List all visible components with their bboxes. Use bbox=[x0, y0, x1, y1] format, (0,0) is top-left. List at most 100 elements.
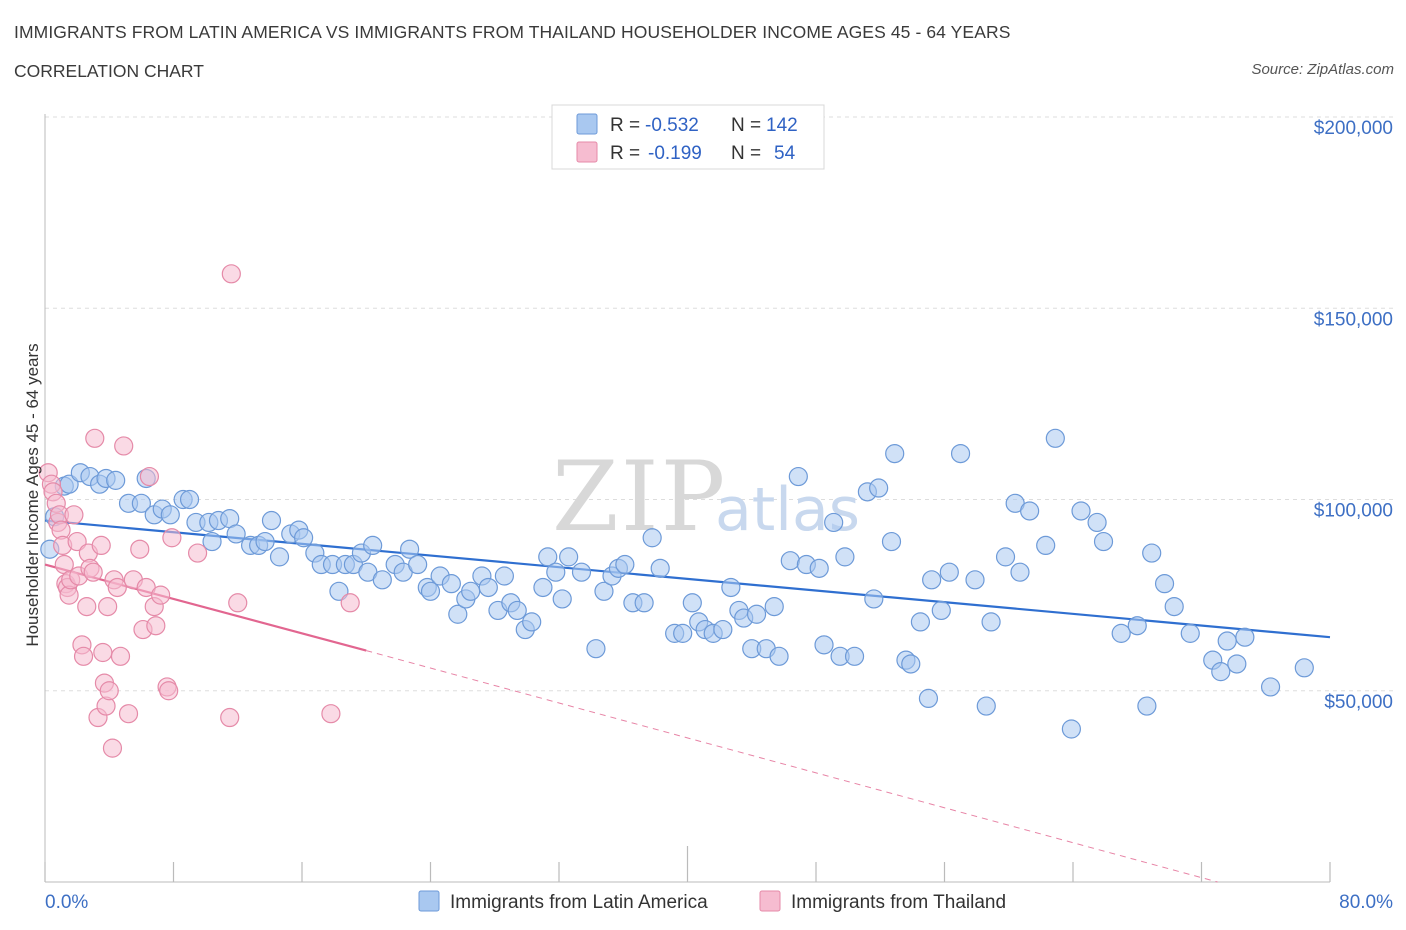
point-latin-america-133 bbox=[1211, 662, 1231, 682]
point-latin-america-112 bbox=[965, 570, 985, 590]
trend-lines bbox=[44, 519, 1331, 883]
legend-swatch-pink bbox=[576, 141, 598, 163]
legend-r-value-2: -0.199 bbox=[648, 143, 702, 164]
point-latin-america-34 bbox=[329, 581, 349, 601]
point-latin-america-135 bbox=[1227, 654, 1247, 674]
point-latin-america-10 bbox=[131, 493, 151, 513]
point-latin-america-110 bbox=[939, 562, 959, 582]
point-thailand-46 bbox=[162, 528, 182, 548]
point-latin-america-44 bbox=[408, 554, 428, 575]
point-latin-america-74 bbox=[650, 558, 670, 578]
point-latin-america-61 bbox=[538, 547, 558, 567]
point-latin-america-67 bbox=[594, 581, 614, 601]
data-points bbox=[38, 264, 1314, 758]
point-latin-america-100 bbox=[864, 589, 884, 609]
point-latin-america-107 bbox=[918, 688, 939, 709]
point-latin-america-109 bbox=[931, 600, 951, 621]
y-tick-label-0: $50,000 bbox=[1324, 692, 1393, 713]
point-latin-america-25 bbox=[255, 531, 275, 552]
point-latin-america-55 bbox=[494, 566, 514, 586]
point-latin-america-125 bbox=[1111, 623, 1131, 643]
x-tick-labels: 0.0% 80.0% bbox=[45, 892, 1393, 913]
point-latin-america-91 bbox=[788, 466, 808, 487]
point-thailand-32 bbox=[107, 577, 127, 598]
watermark-atlas: atlas bbox=[715, 475, 860, 545]
point-latin-america-43 bbox=[400, 539, 420, 559]
point-latin-america-94 bbox=[814, 635, 834, 655]
point-latin-america-62 bbox=[546, 562, 566, 582]
point-latin-america-40 bbox=[372, 570, 392, 590]
point-latin-america-93 bbox=[809, 558, 829, 578]
point-thailand-47 bbox=[187, 543, 208, 563]
point-thailand-21 bbox=[83, 562, 103, 582]
point-latin-america-27 bbox=[269, 547, 290, 567]
point-latin-america-86 bbox=[746, 604, 767, 624]
top-legend: R = -0.532 N = 142 R = -0.199 N = 54 bbox=[551, 104, 825, 170]
bottom-legend-swatch-blue bbox=[418, 890, 440, 912]
point-latin-america-60 bbox=[533, 577, 553, 598]
point-latin-america-106 bbox=[910, 612, 931, 632]
point-latin-america-138 bbox=[1294, 658, 1314, 678]
legend-swatch-blue bbox=[576, 113, 598, 135]
point-latin-america-76 bbox=[673, 623, 693, 643]
point-thailand-29 bbox=[99, 681, 119, 701]
point-latin-america-136 bbox=[1235, 627, 1255, 647]
point-latin-america-48 bbox=[441, 574, 461, 594]
point-thailand-51 bbox=[321, 704, 341, 724]
point-latin-america-97 bbox=[835, 547, 855, 567]
chart-subtitle: CORRELATION CHART bbox=[14, 61, 204, 81]
point-thailand-18 bbox=[77, 596, 97, 617]
point-latin-america-118 bbox=[1020, 501, 1040, 521]
point-latin-america-59 bbox=[522, 612, 542, 632]
point-latin-america-105 bbox=[901, 654, 921, 674]
point-latin-america-103 bbox=[885, 444, 905, 464]
legend-r-value-1: -0.532 bbox=[645, 115, 699, 136]
point-latin-america-19 bbox=[202, 531, 222, 552]
point-latin-america-82 bbox=[721, 577, 741, 598]
point-thailand-13 bbox=[64, 505, 84, 525]
point-latin-america-128 bbox=[1142, 543, 1162, 563]
point-thailand-49 bbox=[221, 264, 241, 284]
point-thailand-17 bbox=[73, 646, 94, 666]
trend-line-thailand-extension bbox=[366, 650, 1218, 883]
point-thailand-43 bbox=[151, 585, 171, 605]
point-latin-america-131 bbox=[1180, 623, 1200, 643]
point-latin-america-113 bbox=[976, 696, 996, 716]
point-latin-america-30 bbox=[294, 528, 314, 548]
bottom-legend-label-latin-america: Immigrants from Latin America bbox=[450, 892, 708, 913]
point-latin-america-127 bbox=[1137, 696, 1157, 716]
point-latin-america-8 bbox=[106, 470, 126, 490]
y-tick-label-2: $150,000 bbox=[1314, 309, 1393, 330]
point-thailand-48 bbox=[220, 707, 240, 728]
y-axis-label: Householder Income Ages 45 - 64 years bbox=[23, 343, 42, 646]
point-latin-america-101 bbox=[869, 478, 889, 498]
point-latin-america-126 bbox=[1127, 616, 1147, 636]
point-thailand-33 bbox=[110, 646, 131, 666]
axes bbox=[44, 114, 1331, 883]
point-latin-america-66 bbox=[586, 639, 606, 659]
point-thailand-42 bbox=[146, 616, 166, 636]
point-thailand-40 bbox=[139, 466, 160, 487]
point-latin-america-77 bbox=[682, 593, 702, 613]
watermark-zip: ZIP bbox=[552, 441, 727, 553]
point-thailand-35 bbox=[118, 704, 139, 724]
bottom-legend-swatch-pink bbox=[759, 890, 781, 912]
point-latin-america-49 bbox=[448, 604, 468, 624]
legend-n-value-2: 54 bbox=[774, 143, 796, 164]
point-latin-america-122 bbox=[1071, 501, 1091, 521]
point-latin-america-39 bbox=[363, 535, 383, 556]
point-latin-america-114 bbox=[981, 612, 1001, 632]
x-tick-label-1: 80.0% bbox=[1339, 892, 1393, 913]
point-latin-america-70 bbox=[615, 554, 635, 575]
watermark: ZIP atlas bbox=[552, 441, 860, 553]
point-latin-america-95 bbox=[824, 512, 844, 533]
point-latin-america-98 bbox=[844, 646, 865, 666]
legend-n-value-1: 142 bbox=[766, 115, 798, 136]
point-latin-america-134 bbox=[1217, 631, 1237, 651]
point-latin-america-115 bbox=[995, 547, 1016, 567]
point-latin-america-123 bbox=[1087, 512, 1107, 533]
point-latin-america-16 bbox=[179, 489, 200, 510]
point-thailand-37 bbox=[130, 539, 150, 559]
point-latin-america-22 bbox=[226, 524, 246, 544]
